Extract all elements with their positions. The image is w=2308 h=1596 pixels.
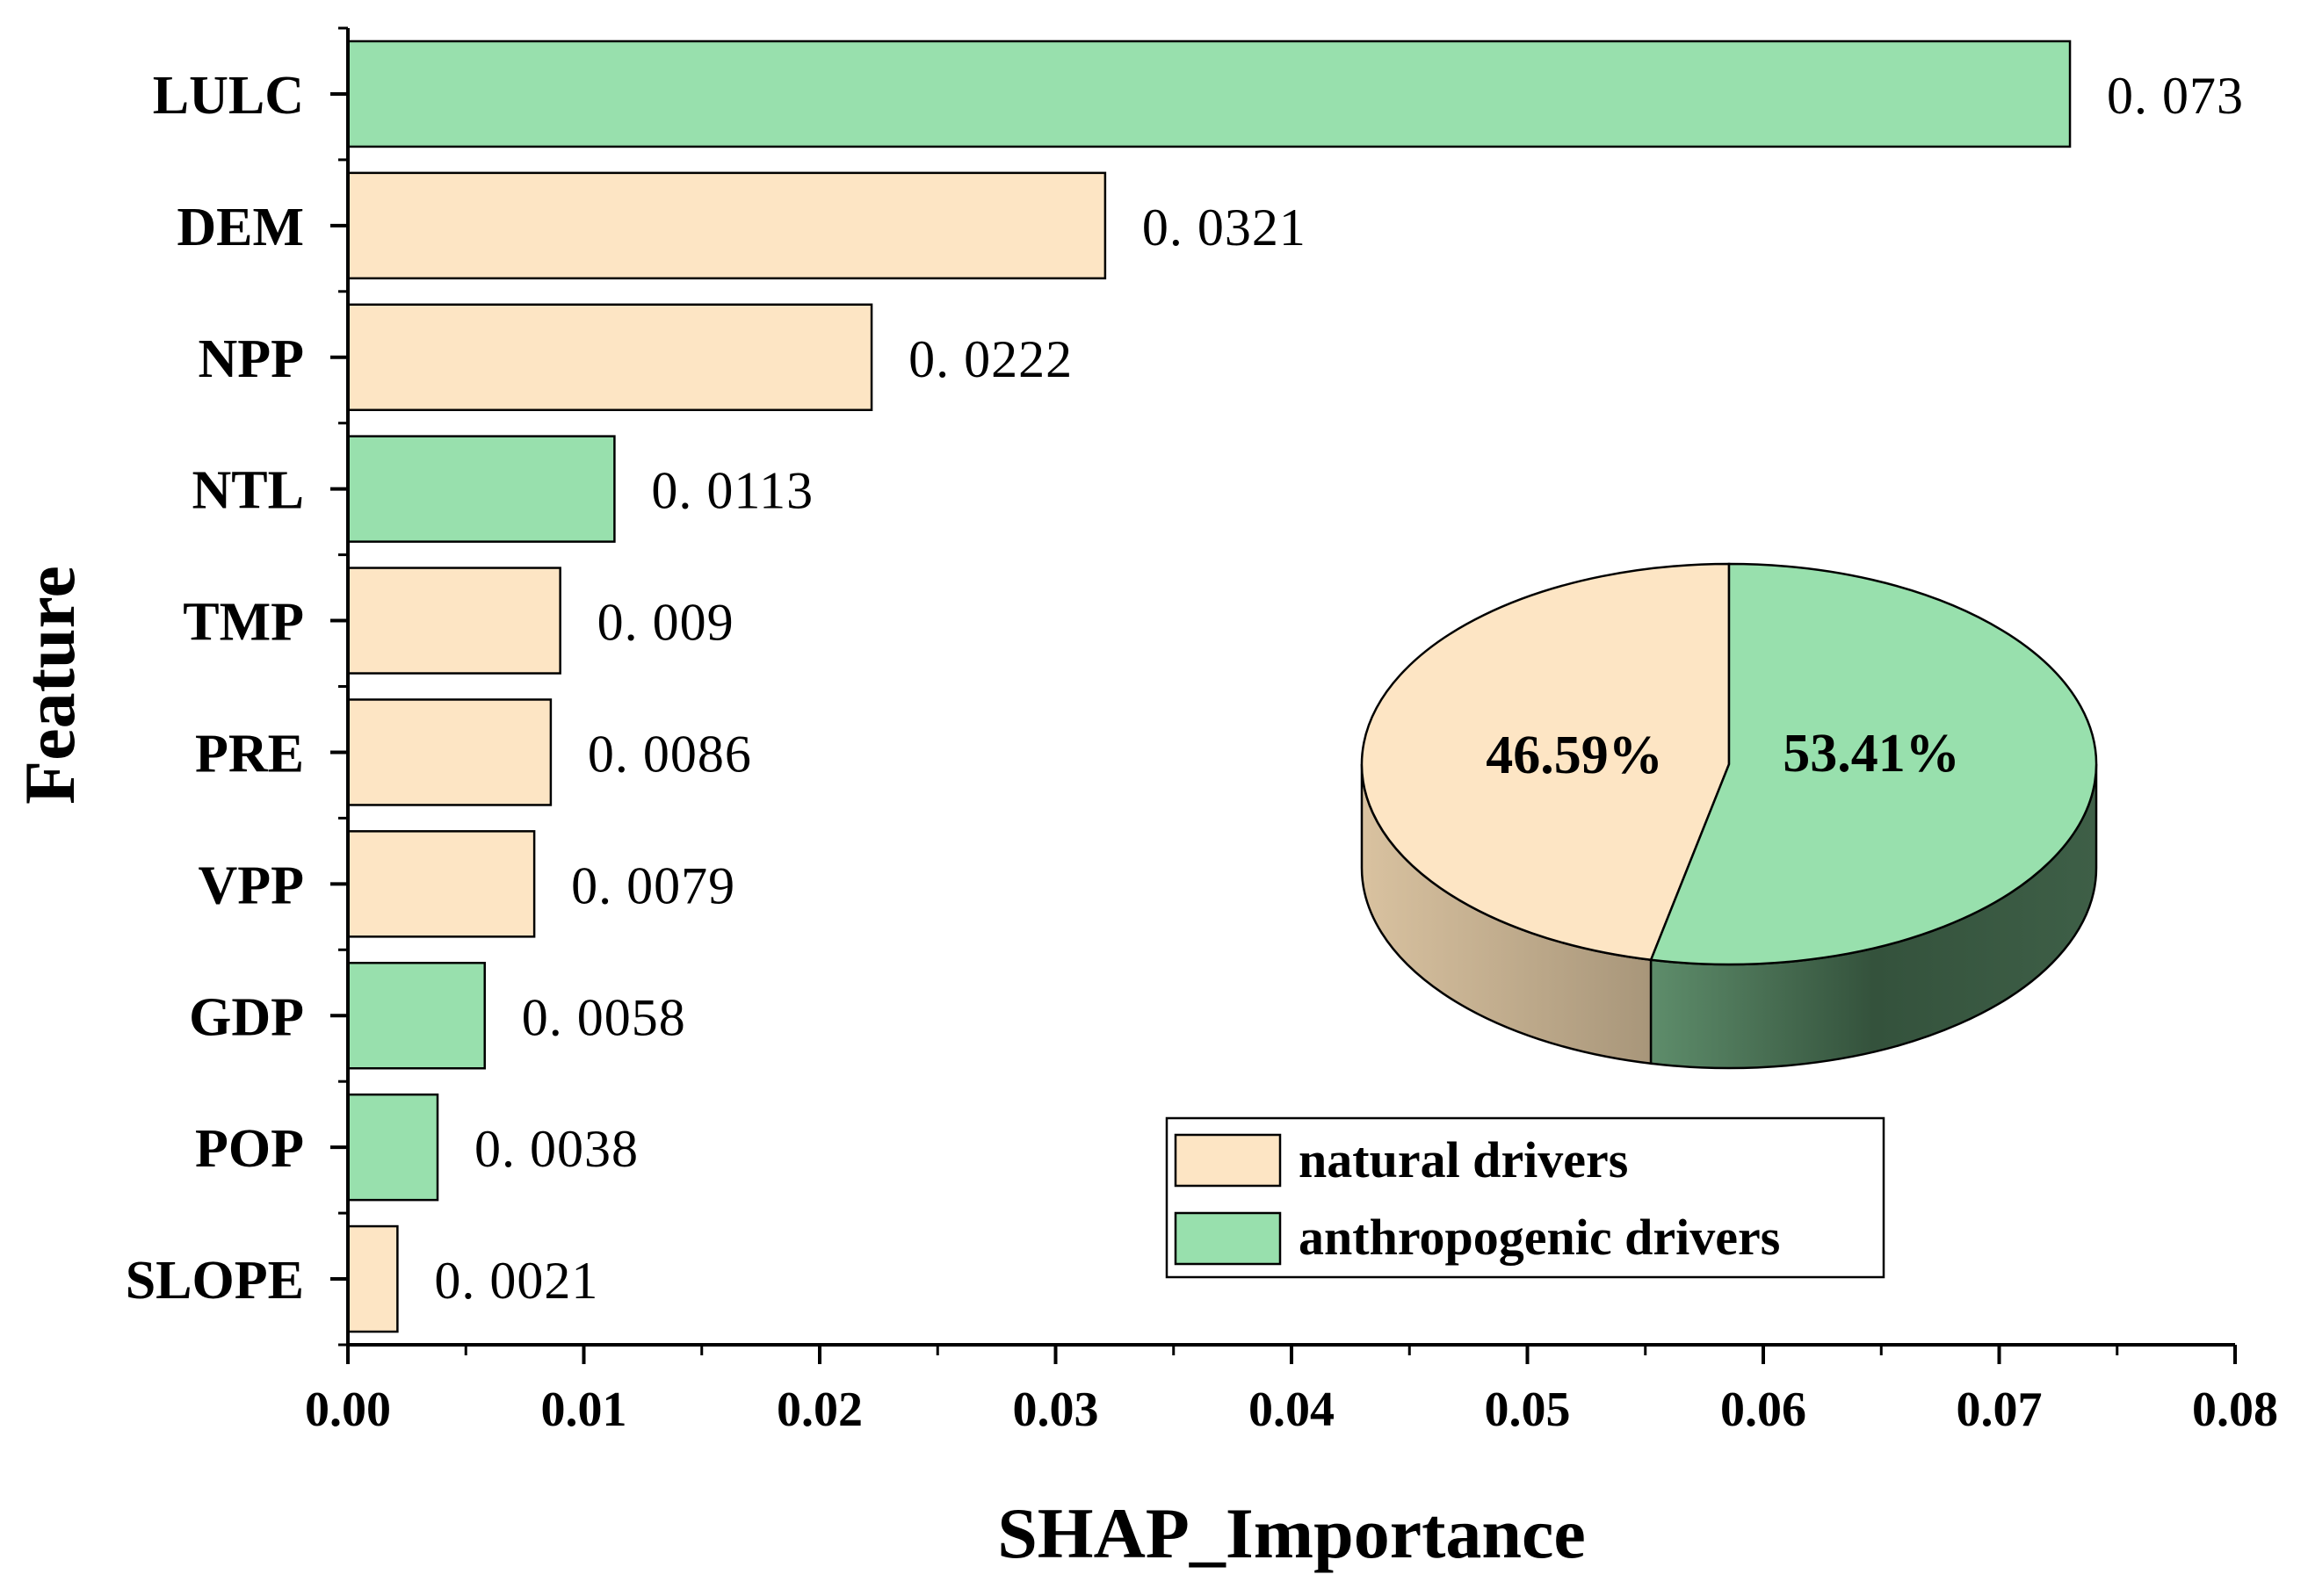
x-axis-title: SHAP_Importance: [997, 1493, 1586, 1573]
category-label-pre: PRE: [195, 724, 304, 784]
legend-label-anthropogenic: anthropogenic drivers: [1299, 1209, 1780, 1266]
pie-chart: 46.59% 53.41%: [1360, 562, 2098, 1070]
bar-slope: [346, 1224, 399, 1333]
pie-slice-anthropogenic: [1649, 562, 2098, 966]
x-tick-label: 0.04: [1248, 1383, 1335, 1437]
category-label-vpp: VPP: [198, 856, 304, 915]
category-label-dem: DEM: [177, 198, 304, 257]
category-label-npp: NPP: [198, 329, 304, 389]
legend-label-natural: natural drivers: [1299, 1131, 1628, 1188]
x-tick-label: 0.06: [1720, 1383, 1806, 1437]
x-tick-label: 0.08: [2192, 1383, 2278, 1437]
y-ticks: LULC DEM NPP NTL TMP PRE VPP GDP POP SLOPE: [126, 26, 348, 1347]
bar-pre: [346, 698, 553, 806]
pie-label-anthropogenic: 53.41%: [1783, 724, 1960, 784]
legend: natural drivers anthropogenic drivers: [1165, 1116, 1885, 1279]
category-label-gdp: GDP: [189, 987, 304, 1047]
value-label-pop: 0. 0038: [474, 1120, 639, 1178]
bar-tmp: [346, 567, 561, 675]
x-tick-label: 0.00: [305, 1383, 391, 1437]
bars: 0. 073 0. 0321 0. 0222 0. 0113 0. 009 0. 0086…: [346, 40, 2244, 1333]
bar-gdp: [346, 962, 486, 1070]
category-label-ntl: NTL: [192, 461, 304, 521]
legend-swatch-natural: [1174, 1133, 1282, 1188]
value-label-lulc: 0. 073: [2107, 67, 2244, 125]
x-tick-label: 0.01: [541, 1383, 627, 1437]
bar-dem: [346, 171, 1107, 280]
category-label-tmp: TMP: [183, 593, 304, 653]
legend-box: [1165, 1116, 1885, 1279]
value-label-npp: 0. 0222: [908, 330, 1073, 388]
value-label-ntl: 0. 0113: [651, 462, 814, 520]
x-tick-label: 0.05: [1485, 1383, 1571, 1437]
x-tick-label: 0.02: [777, 1383, 863, 1437]
category-label-lulc: LULC: [153, 66, 304, 126]
value-label-gdp: 0. 0058: [522, 988, 686, 1046]
bar-pop: [346, 1093, 439, 1202]
bar-npp: [346, 303, 873, 411]
x-tick-label: 0.07: [1957, 1383, 2043, 1437]
y-axis-title: Feature: [10, 566, 90, 805]
bar-ntl: [346, 435, 616, 543]
x-ticks: 0.00 0.01 0.02 0.03 0.04 0.05 0.06 0.07 0.08: [305, 1345, 2278, 1437]
value-label-dem: 0. 0321: [1142, 199, 1306, 256]
x-tick-label: 0.03: [1013, 1383, 1099, 1437]
category-label-pop: POP: [195, 1119, 304, 1179]
category-label-slope: SLOPE: [126, 1251, 304, 1311]
pie-label-natural: 46.59%: [1486, 726, 1663, 785]
value-label-pre: 0. 0086: [588, 725, 752, 783]
bar-lulc: [346, 40, 2072, 148]
pie-slice-natural: [1360, 562, 1731, 962]
legend-swatch-anthropogenic: [1174, 1211, 1282, 1266]
value-label-slope: 0. 0021: [434, 1252, 598, 1310]
bar-vpp: [346, 830, 536, 938]
value-label-tmp: 0. 009: [597, 594, 734, 652]
value-label-vpp: 0. 0079: [571, 856, 735, 914]
